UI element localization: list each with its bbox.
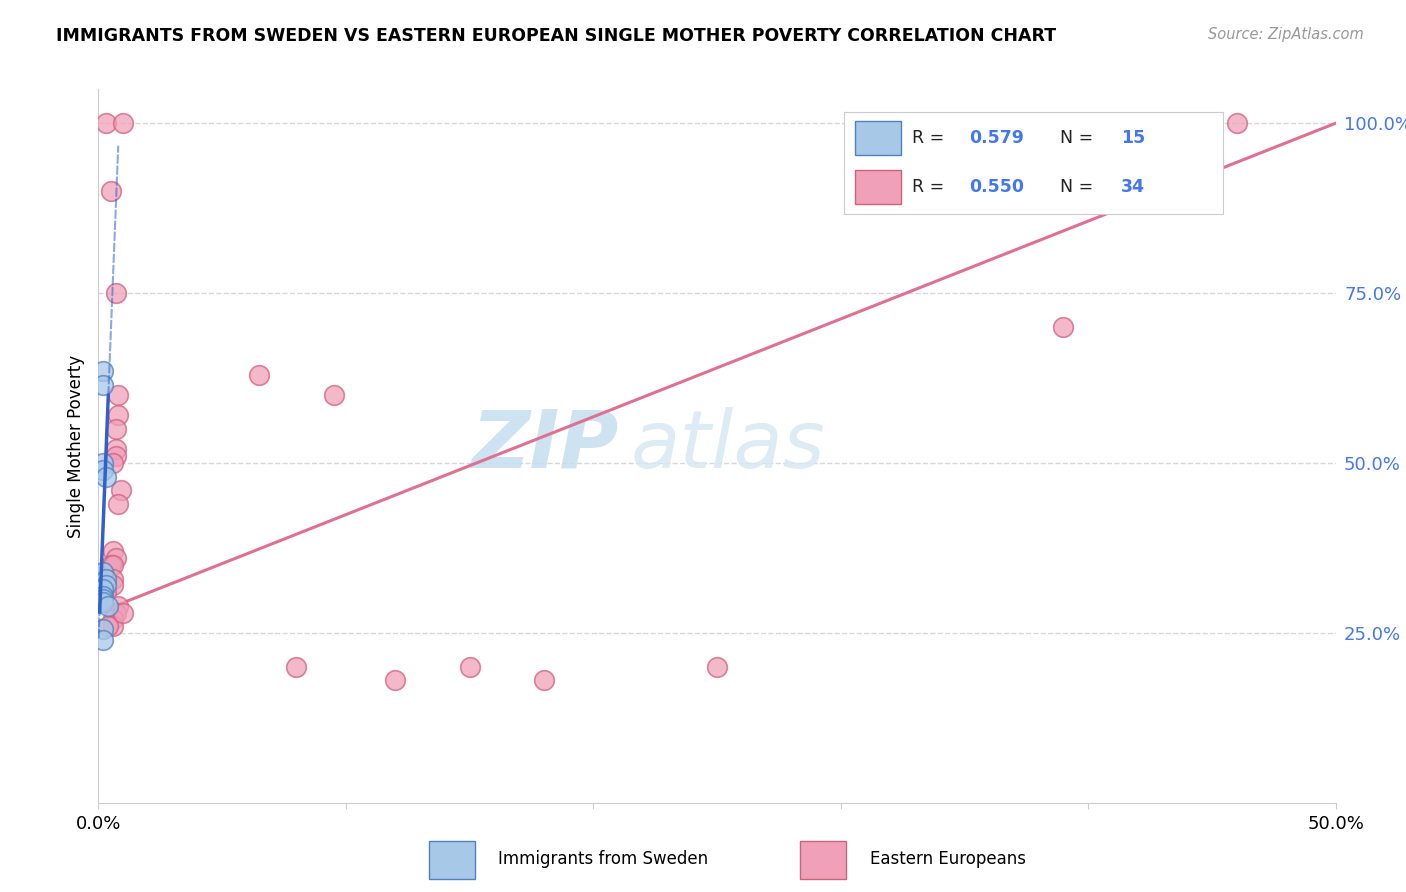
Text: IMMIGRANTS FROM SWEDEN VS EASTERN EUROPEAN SINGLE MOTHER POVERTY CORRELATION CHA: IMMIGRANTS FROM SWEDEN VS EASTERN EUROPE… [56,27,1056,45]
Point [94,578,117,592]
Text: 15: 15 [1121,128,1144,146]
Point [384,673,406,688]
Point [93,591,115,606]
Point [107,497,129,511]
Point [94,572,117,586]
Point [103,544,125,558]
Point [322,388,344,402]
FancyBboxPatch shape [855,170,901,204]
Point [93,623,115,637]
Point [93,589,115,603]
FancyBboxPatch shape [429,841,475,879]
Point [97,619,120,633]
Point [103,558,125,572]
Point [93,463,115,477]
Point [533,673,555,688]
Point [103,456,125,470]
Point [103,612,125,626]
Point [103,572,125,586]
FancyBboxPatch shape [800,841,846,879]
Point [285,660,308,674]
Text: ZIP: ZIP [471,407,619,485]
Point [93,364,115,378]
Point [94,116,117,130]
Text: 0.579: 0.579 [969,128,1024,146]
Point [100,558,122,572]
Point [93,582,115,596]
Point [112,606,135,620]
Point [104,449,127,463]
Point [107,599,129,613]
Point [1052,320,1074,334]
Point [93,456,115,470]
Point [104,551,127,566]
Text: Immigrants from Sweden: Immigrants from Sweden [499,849,709,868]
Text: Source: ZipAtlas.com: Source: ZipAtlas.com [1208,27,1364,42]
Point [93,565,115,579]
Point [104,606,127,620]
Point [107,388,129,402]
Point [93,595,115,609]
Point [94,585,117,599]
Point [93,632,115,647]
Point [107,409,129,423]
Text: R =: R = [912,178,949,196]
Text: 34: 34 [1121,178,1144,196]
Text: N =: N = [1060,178,1098,196]
Point [110,483,132,498]
Point [104,442,127,457]
Point [247,368,270,382]
Point [93,377,115,392]
Text: N =: N = [1060,128,1098,146]
Text: atlas: atlas [630,407,825,485]
Point [94,469,117,483]
Point [104,286,127,301]
Point [112,116,135,130]
Point [458,660,481,674]
Point [103,619,125,633]
Text: 0.550: 0.550 [969,178,1024,196]
FancyBboxPatch shape [855,120,901,154]
Point [104,422,127,436]
Text: Eastern Europeans: Eastern Europeans [869,849,1025,868]
Point [100,184,122,198]
Point [97,599,120,613]
Point [1226,116,1249,130]
Point [706,660,728,674]
Text: R =: R = [912,128,949,146]
Point [103,578,125,592]
Y-axis label: Single Mother Poverty: Single Mother Poverty [67,354,86,538]
